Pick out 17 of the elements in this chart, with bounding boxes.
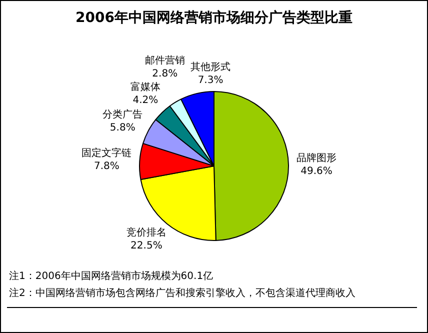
data-label: 4.2%	[132, 95, 158, 106]
slice-label: 品牌图形	[296, 152, 336, 164]
data-label: 22.5%	[130, 240, 162, 252]
data-label: 2.8%	[152, 68, 178, 80]
data-label: 49.6%	[300, 166, 332, 177]
data-label: 7.3%	[198, 75, 224, 86]
chart-title: 2006年中国网络营销市场细分广告类型比重	[74, 9, 354, 27]
slice-label: 邮件营销	[144, 54, 185, 66]
data-label: 7.8%	[94, 161, 120, 172]
text: 注1：2006年中国网络营销市场规模为60.1亿	[9, 270, 214, 284]
slice-label: 其他形式	[190, 61, 231, 74]
slice-label: 竞价排名	[126, 226, 166, 238]
slice-label: 固定文字链	[82, 147, 132, 160]
slice-label: 富媒体	[130, 81, 160, 94]
data-label: 5.8%	[110, 122, 136, 134]
slice-label: 分类广告	[102, 108, 143, 121]
text: 注2：中国网络营销市场包含网络广告和搜索引擎收入，不包含渠道代理商收入	[9, 286, 356, 301]
